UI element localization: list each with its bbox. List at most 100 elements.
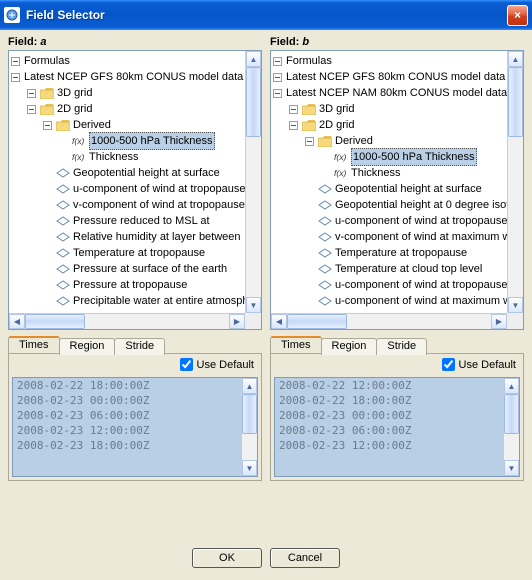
scroll-thumb[interactable] (504, 394, 519, 434)
time-row[interactable]: 2008-02-22 18:00:00Z (13, 378, 241, 393)
use-default-label[interactable]: Use Default (180, 358, 254, 371)
time-row[interactable]: 2008-02-23 12:00:00Z (275, 438, 503, 453)
tree-node[interactable]: 2D grid (11, 101, 243, 117)
tree-b-inner[interactable]: FormulasLatest NCEP GFS 80km CONUS model… (271, 51, 507, 313)
scroll-up-icon[interactable]: ▲ (242, 378, 257, 394)
scroll-down-icon[interactable]: ▼ (508, 297, 523, 313)
scroll-right-icon[interactable]: ▶ (491, 314, 507, 329)
time-row[interactable]: 2008-02-23 06:00:00Z (275, 423, 503, 438)
tree-a-vscroll[interactable]: ▲ ▼ (245, 51, 261, 313)
tree-node[interactable]: u-component of wind at tropopause (11, 181, 243, 197)
tree-node[interactable]: f(x)1000-500 hPa Thickness (11, 133, 243, 149)
scroll-track[interactable] (242, 394, 257, 460)
time-row[interactable]: 2008-02-23 18:00:00Z (13, 438, 241, 453)
ok-button[interactable]: OK (192, 548, 262, 568)
scroll-down-icon[interactable]: ▼ (246, 297, 261, 313)
tree-toggle-icon[interactable] (273, 73, 282, 82)
use-default-label[interactable]: Use Default (442, 358, 516, 371)
tree-toggle-icon[interactable] (289, 121, 298, 130)
tree-node[interactable]: Geopotential height at surface (273, 181, 505, 197)
times-a-inner[interactable]: 2008-02-22 18:00:00Z2008-02-23 00:00:00Z… (13, 378, 241, 476)
scroll-right-icon[interactable]: ▶ (229, 314, 245, 329)
tree-toggle-icon[interactable] (11, 57, 20, 66)
tree-node[interactable]: f(x)Thickness (273, 165, 505, 181)
tree-node[interactable]: Precipitable water at entire atmosphere (11, 293, 243, 309)
tree-toggle-icon[interactable] (289, 105, 298, 114)
tree-node[interactable]: Pressure at tropopause (11, 277, 243, 293)
tree-node[interactable]: Derived (273, 133, 505, 149)
time-row[interactable]: 2008-02-23 06:00:00Z (13, 408, 241, 423)
scroll-left-icon[interactable]: ◀ (271, 314, 287, 329)
scroll-up-icon[interactable]: ▲ (504, 378, 519, 394)
scroll-thumb[interactable] (25, 314, 85, 329)
tree-node[interactable]: Geopotential height at surface (11, 165, 243, 181)
tree-toggle-icon[interactable] (43, 121, 52, 130)
scroll-thumb[interactable] (242, 394, 257, 434)
times-b-vscroll[interactable]: ▲ ▼ (503, 378, 519, 476)
times-b-inner[interactable]: 2008-02-22 12:00:00Z2008-02-22 18:00:00Z… (275, 378, 503, 476)
scroll-track[interactable] (246, 67, 261, 297)
scroll-down-icon[interactable]: ▼ (504, 460, 519, 476)
tree-toggle-icon[interactable] (27, 89, 36, 98)
tree-node[interactable]: 2D grid (273, 117, 505, 133)
tab-stride[interactable]: Stride (114, 338, 165, 355)
tree-node[interactable]: f(x)1000-500 hPa Thickness (273, 149, 505, 165)
scroll-track[interactable] (504, 394, 519, 460)
time-row[interactable]: 2008-02-22 18:00:00Z (275, 393, 503, 408)
tree-node[interactable]: Temperature at cloud top level (273, 261, 505, 277)
tree-node[interactable]: Latest NCEP GFS 80km CONUS model data (r… (273, 69, 505, 85)
use-default-checkbox[interactable] (442, 358, 455, 371)
tree-node[interactable]: u-component of wind at tropopause (273, 277, 505, 293)
use-default-checkbox[interactable] (180, 358, 193, 371)
tree-node[interactable]: f(x)Thickness (11, 149, 243, 165)
scroll-thumb[interactable] (246, 67, 261, 137)
tree-node[interactable]: Derived (11, 117, 243, 133)
time-row[interactable]: 2008-02-23 00:00:00Z (275, 408, 503, 423)
tree-node[interactable]: Temperature at tropopause (273, 245, 505, 261)
tree-node[interactable]: Pressure at surface of the earth (11, 261, 243, 277)
tree-node[interactable]: Temperature at tropopause (11, 245, 243, 261)
times-a-vscroll[interactable]: ▲ ▼ (241, 378, 257, 476)
scroll-track[interactable] (287, 314, 491, 329)
tab-region[interactable]: Region (59, 338, 116, 355)
tree-node[interactable]: u-component of wind at maximum wind (273, 293, 505, 309)
tree-toggle-icon[interactable] (305, 137, 314, 146)
close-button[interactable]: × (507, 5, 528, 26)
tree-node[interactable]: v-component of wind at tropopause (11, 197, 243, 213)
tree-node[interactable]: 3D grid (11, 85, 243, 101)
tree-a-inner[interactable]: FormulasLatest NCEP GFS 80km CONUS model… (9, 51, 245, 313)
time-row[interactable]: 2008-02-23 00:00:00Z (13, 393, 241, 408)
tree-node[interactable]: Formulas (11, 53, 243, 69)
scroll-up-icon[interactable]: ▲ (246, 51, 261, 67)
scroll-up-icon[interactable]: ▲ (508, 51, 523, 67)
scroll-thumb[interactable] (508, 67, 523, 137)
tab-times[interactable]: Times (8, 336, 60, 353)
scroll-thumb[interactable] (287, 314, 347, 329)
time-row[interactable]: 2008-02-23 12:00:00Z (13, 423, 241, 438)
tree-node[interactable]: 3D grid (273, 101, 505, 117)
scroll-down-icon[interactable]: ▼ (242, 460, 257, 476)
tree-node[interactable]: Latest NCEP NAM 80km CONUS model data (r… (273, 85, 505, 101)
tree-node[interactable]: Relative humidity at layer between (11, 229, 243, 245)
tree-toggle-icon[interactable] (273, 57, 282, 66)
tab-region[interactable]: Region (321, 338, 378, 355)
tab-times[interactable]: Times (270, 336, 322, 353)
tree-toggle-icon[interactable] (11, 73, 20, 82)
tree-b-hscroll[interactable]: ◀ ▶ (271, 313, 507, 329)
scroll-track[interactable] (25, 314, 229, 329)
tree-node[interactable]: Pressure reduced to MSL at (11, 213, 243, 229)
tree-node[interactable]: Geopotential height at 0 degree isotherm (273, 197, 505, 213)
tree-toggle-icon[interactable] (273, 89, 282, 98)
tree-node[interactable]: Formulas (273, 53, 505, 69)
tree-a-hscroll[interactable]: ◀ ▶ (9, 313, 245, 329)
tab-stride[interactable]: Stride (376, 338, 427, 355)
time-row[interactable]: 2008-02-22 12:00:00Z (275, 378, 503, 393)
tree-toggle-icon[interactable] (27, 105, 36, 114)
cancel-button[interactable]: Cancel (270, 548, 340, 568)
tree-b-vscroll[interactable]: ▲ ▼ (507, 51, 523, 313)
tree-node[interactable]: u-component of wind at tropopause (273, 213, 505, 229)
scroll-left-icon[interactable]: ◀ (9, 314, 25, 329)
tree-node[interactable]: Latest NCEP GFS 80km CONUS model data (r… (11, 69, 243, 85)
tree-node[interactable]: v-component of wind at maximum wind (273, 229, 505, 245)
scroll-track[interactable] (508, 67, 523, 297)
